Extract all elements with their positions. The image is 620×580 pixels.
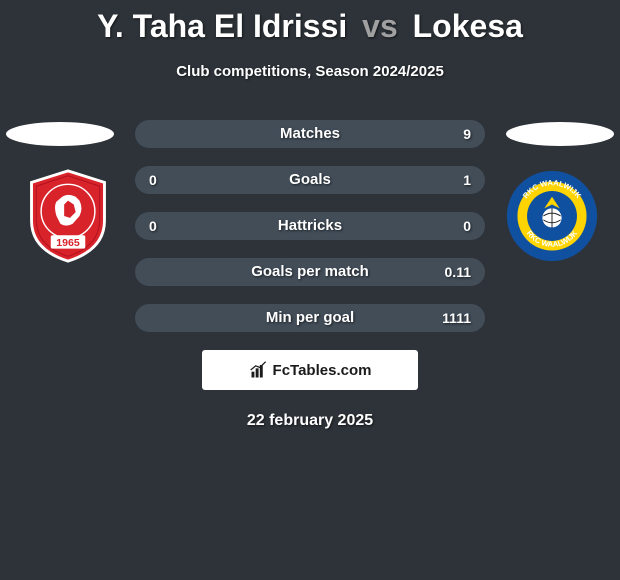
stat-right-value: 0.11 [445, 258, 471, 286]
stat-label: Goals [135, 166, 485, 194]
right-ellipse [506, 122, 614, 146]
stat-row: Goals per match 0.11 [135, 258, 485, 286]
content-area: 1965 RKC WAALWIJK RKC WAALWIJK Matches 9… [0, 120, 620, 430]
stat-row: 0 Hattricks 0 [135, 212, 485, 240]
player1-name: Y. Taha El Idrissi [97, 8, 347, 44]
stat-row: 0 Goals 1 [135, 166, 485, 194]
stat-label: Goals per match [135, 258, 485, 286]
footer-brand-box: FcTables.com [202, 350, 418, 390]
fc-twente-badge-icon: 1965 [20, 168, 116, 264]
stat-right-value: 1111 [442, 304, 471, 332]
left-ellipse [6, 122, 114, 146]
team-badge-right: RKC WAALWIJK RKC WAALWIJK [504, 168, 600, 264]
stat-right-value: 9 [463, 120, 471, 148]
team-badge-left: 1965 [20, 168, 116, 264]
comparison-title: Y. Taha El Idrissi vs Lokesa [0, 0, 620, 45]
stat-rows: Matches 9 0 Goals 1 0 Hattricks 0 Goals … [135, 120, 485, 332]
date-text: 22 february 2025 [0, 412, 620, 430]
svg-text:1965: 1965 [56, 237, 80, 249]
player2-name: Lokesa [413, 8, 523, 44]
stat-right-value: 0 [463, 212, 471, 240]
stat-label: Hattricks [135, 212, 485, 240]
vs-text: vs [362, 8, 398, 44]
stat-row: Min per goal 1111 [135, 304, 485, 332]
subtitle: Club competitions, Season 2024/2025 [0, 63, 620, 80]
bar-chart-icon [249, 360, 269, 380]
stat-label: Min per goal [135, 304, 485, 332]
stat-row: Matches 9 [135, 120, 485, 148]
footer-brand-text: FcTables.com [273, 362, 372, 379]
stat-label: Matches [135, 120, 485, 148]
rkc-waalwijk-badge-icon: RKC WAALWIJK RKC WAALWIJK [504, 168, 600, 264]
stat-right-value: 1 [463, 166, 471, 194]
